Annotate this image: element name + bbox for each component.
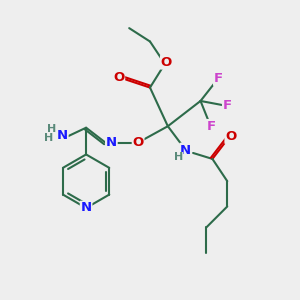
Text: N: N xyxy=(106,136,117,149)
Text: F: F xyxy=(214,72,223,85)
Text: N: N xyxy=(57,129,68,142)
Text: F: F xyxy=(206,120,215,133)
Text: N: N xyxy=(80,202,92,214)
Text: O: O xyxy=(113,71,124,84)
Text: N: N xyxy=(180,143,191,157)
Text: F: F xyxy=(223,99,232,112)
Text: O: O xyxy=(225,130,236,143)
Text: H: H xyxy=(47,124,56,134)
Text: O: O xyxy=(161,56,172,69)
Text: H: H xyxy=(44,133,54,143)
Text: H: H xyxy=(174,152,183,162)
Text: O: O xyxy=(133,136,144,149)
